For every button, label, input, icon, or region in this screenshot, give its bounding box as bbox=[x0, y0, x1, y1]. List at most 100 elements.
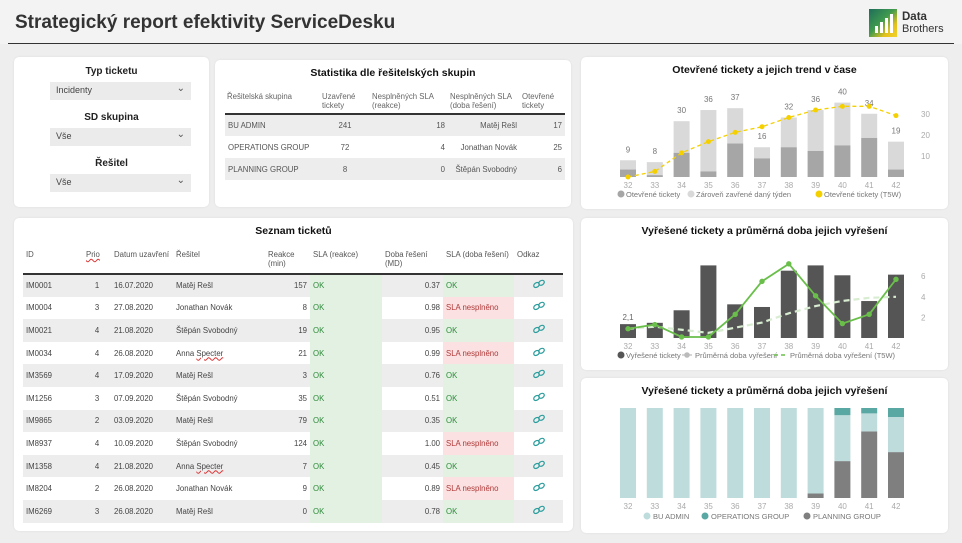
x-tick-label: 42 bbox=[892, 181, 901, 190]
x-tick-label: 35 bbox=[704, 342, 713, 351]
ticket-closed-date: 26.08.2020 bbox=[114, 348, 154, 358]
link-chain-icon[interactable] bbox=[532, 279, 546, 292]
filter-label-sd-group: SD skupina bbox=[84, 112, 139, 123]
avg-resolution-point bbox=[705, 334, 712, 340]
ticket-reaction: 124 bbox=[293, 438, 307, 448]
right-axis-tick: 20 bbox=[921, 131, 930, 140]
stats-cell: 25 bbox=[553, 142, 562, 152]
link-chain-icon[interactable] bbox=[532, 347, 546, 360]
stats-cell: BU ADMIN bbox=[225, 114, 320, 136]
link-chain-icon[interactable] bbox=[532, 369, 546, 382]
x-tick-label: 38 bbox=[784, 181, 793, 190]
x-tick-label: 39 bbox=[811, 181, 820, 190]
stats-cell: 18 bbox=[370, 114, 448, 136]
ticket-sla-reaction: OK bbox=[310, 341, 382, 365]
solver-dropdown[interactable]: Vše ⌄ bbox=[50, 174, 191, 192]
link-chain-icon[interactable] bbox=[532, 301, 546, 314]
ticket-row[interactable]: IM0034 4 26.08.2020 Anna Specter 21 OK 0.99 SLA… bbox=[23, 341, 563, 365]
ticket-link[interactable] bbox=[514, 432, 563, 455]
ticket-link[interactable] bbox=[514, 342, 563, 365]
x-tick-label: 34 bbox=[677, 342, 686, 351]
ticket-id: IM0034 bbox=[26, 348, 53, 358]
bar-bu-admin bbox=[780, 408, 797, 498]
bar-open-tickets bbox=[834, 145, 851, 177]
ticket-prio: 3 bbox=[94, 303, 100, 313]
ticket-link[interactable] bbox=[514, 499, 563, 523]
chart-title: Vyřešené tickety a průměrná doba jejich … bbox=[641, 385, 888, 397]
ticket-prio: 4 bbox=[83, 364, 111, 387]
ticket-link[interactable] bbox=[514, 477, 563, 500]
stats-cell: 241 bbox=[320, 114, 370, 136]
ticket-link[interactable] bbox=[514, 409, 563, 433]
ticket-closed-date: 27.08.2020 bbox=[114, 303, 154, 313]
ticket-row[interactable]: IM6269 3 26.08.2020 Matěj Rešl 0 OK 0.78 OK bbox=[23, 499, 563, 523]
report-header: Strategický report efektivity ServiceDes… bbox=[0, 0, 962, 44]
filter-label-solver: Řešitel bbox=[95, 158, 128, 169]
sd-group-dropdown[interactable]: Vše ⌄ bbox=[50, 128, 191, 146]
ticket-link[interactable] bbox=[514, 274, 563, 297]
ticket-link[interactable] bbox=[514, 454, 563, 478]
x-tick-label: 36 bbox=[731, 342, 740, 351]
x-tick-label: 40 bbox=[838, 181, 847, 190]
right-axis-tick: 30 bbox=[921, 110, 930, 119]
bar-open-tickets bbox=[700, 171, 717, 177]
ticket-row[interactable]: IM1358 4 21.08.2020 Anna Specter 7 OK 0.45 OK bbox=[23, 454, 563, 478]
x-tick-label: 41 bbox=[865, 502, 874, 511]
bar-bu-admin bbox=[700, 408, 717, 498]
ticket-id: IM6269 bbox=[23, 499, 83, 523]
x-tick-label: 35 bbox=[704, 181, 713, 190]
x-tick-label: 37 bbox=[758, 502, 767, 511]
x-tick-label: 38 bbox=[784, 342, 793, 351]
link-chain-icon[interactable] bbox=[532, 437, 546, 450]
x-tick-label: 38 bbox=[784, 502, 793, 511]
ticket-link[interactable] bbox=[514, 319, 563, 342]
avg-t5w-line bbox=[627, 295, 897, 334]
link-chain-icon[interactable] bbox=[532, 414, 546, 427]
ticket-reaction: 0 bbox=[265, 499, 310, 523]
ticket-link[interactable] bbox=[514, 387, 563, 410]
ticket-row[interactable]: IM0021 4 21.08.2020 Štěpán Svobodný 19 OK 0.95… bbox=[23, 319, 563, 342]
ticket-sla-resolution: OK bbox=[443, 454, 514, 478]
ticket-link[interactable] bbox=[514, 364, 563, 387]
solved-by-group-chart: 32 33 34 35 36 37 38 39 40 41 42 BU ADMIN OPERATIONS… bbox=[620, 408, 904, 521]
bar-bu-admin bbox=[807, 408, 824, 494]
bar-total-label: 8 bbox=[653, 147, 658, 156]
link-chain-icon[interactable] bbox=[532, 460, 546, 473]
group-stats-panel: Statistika dle řešitelských skupin Řešit… bbox=[215, 60, 571, 207]
ticket-row[interactable]: IM8204 2 26.08.2020 Jonathan Novák 9 OK 0.89 SL… bbox=[23, 477, 563, 500]
bar-planning-group bbox=[888, 452, 904, 498]
ticket-solver: Jonathan Novák bbox=[176, 303, 233, 313]
ticket-sla-reaction: OK bbox=[310, 499, 382, 523]
bar-bu-admin bbox=[754, 408, 770, 498]
ticket-type-dropdown[interactable]: Incidenty ⌄ bbox=[50, 82, 191, 100]
link-chain-icon[interactable] bbox=[532, 392, 546, 405]
bar-closed-same-week bbox=[780, 117, 797, 148]
ticket-sla-resolution: SLA nesplněno bbox=[443, 341, 514, 365]
bar-solved-tickets bbox=[888, 274, 904, 338]
bar-chart-logo-icon bbox=[869, 9, 897, 37]
ticket-row[interactable]: IM0001 1 16.07.2020 Matěj Rešl 157 OK 0.37 OK bbox=[23, 274, 563, 297]
bar-closed-same-week bbox=[888, 141, 904, 170]
stats-header: Otevřené tickety bbox=[520, 90, 565, 115]
ticket-prio: 2 bbox=[83, 409, 111, 433]
ticket-row[interactable]: IM0004 3 27.08.2020 Jonathan Novák 8 OK 0.98 SL… bbox=[23, 296, 563, 320]
link-chain-icon[interactable] bbox=[532, 324, 546, 337]
ticket-row[interactable]: IM1256 3 07.09.2020 Štěpán Svobodný 35 OK 0.51… bbox=[23, 386, 563, 410]
filter-label-ticket-type: Typ ticketu bbox=[85, 66, 138, 77]
ticket-sla-resolution: OK bbox=[443, 409, 514, 433]
ticket-id: IM0001 bbox=[23, 274, 83, 297]
t5w-point bbox=[813, 107, 819, 113]
ticket-link[interactable] bbox=[514, 297, 563, 320]
ticket-row[interactable]: IM3569 4 17.09.2020 Matěj Rešl 3 OK 0.76 OK bbox=[23, 364, 563, 387]
ticket-id: IM8937 bbox=[26, 438, 53, 448]
bar-solved-tickets bbox=[780, 270, 797, 338]
bar-open-tickets bbox=[754, 158, 770, 177]
x-tick-label: 37 bbox=[758, 342, 767, 351]
ticket-row[interactable]: IM8937 4 10.09.2020 Štěpán Svobodný 124 OK 1.0… bbox=[23, 432, 563, 455]
bar-closed-same-week bbox=[727, 108, 744, 144]
bar-total-label: 19 bbox=[892, 127, 901, 136]
ticket-resolution-time: 1.00 bbox=[424, 438, 440, 448]
link-chain-icon[interactable] bbox=[532, 505, 546, 518]
ticket-row[interactable]: IM9865 2 03.09.2020 Matěj Rešl 79 OK 0.35 OK bbox=[23, 409, 563, 433]
link-chain-icon[interactable] bbox=[532, 482, 546, 495]
